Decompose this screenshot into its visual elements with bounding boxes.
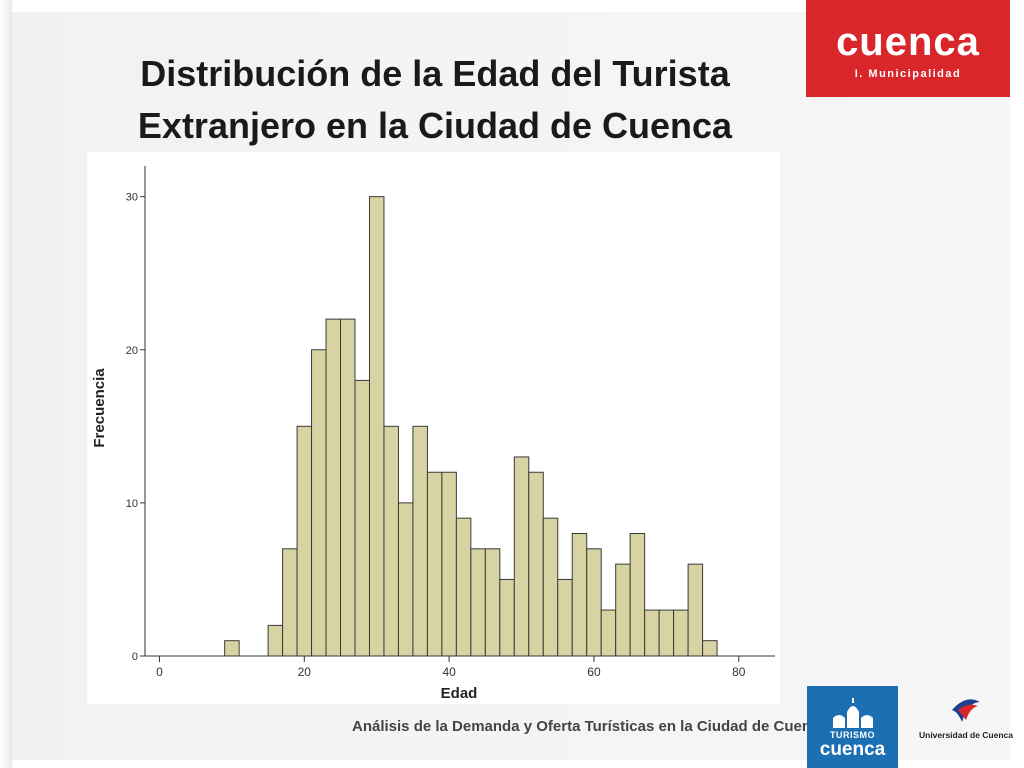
x-axis-label: Edad	[441, 685, 478, 702]
histogram-bar	[586, 548, 602, 657]
histogram-bar	[644, 609, 660, 657]
bars-group	[224, 196, 718, 657]
histogram-bar	[513, 456, 530, 657]
x-tick-label: 20	[298, 665, 312, 679]
y-tick-label: 10	[126, 498, 138, 510]
universidad-cuenca-logo: Universidad de Cuenca	[918, 690, 1014, 750]
histogram-chart: 0 10 20 30 0 20 40 60 80 Edad Frecuencia	[87, 152, 780, 704]
y-tick-label: 0	[132, 651, 138, 663]
histogram-bar	[702, 640, 718, 657]
x-tick-label: 40	[442, 665, 456, 679]
title-line-2: Extranjero en la Ciudad de Cuenca	[137, 105, 733, 146]
axes-group: 0 10 20 30 0 20 40 60 80	[126, 166, 775, 679]
histogram-bar	[571, 533, 588, 657]
histogram-bar	[397, 502, 414, 657]
histogram-bar	[557, 578, 573, 657]
university-name: Universidad de Cuenca	[918, 730, 1013, 740]
histogram-bar	[600, 609, 617, 657]
histogram-bar	[267, 624, 284, 657]
slide-left-edge	[0, 0, 12, 768]
histogram-bar	[441, 471, 457, 657]
histogram-bar	[470, 548, 486, 657]
histogram-bar	[224, 640, 240, 657]
x-tick-label: 80	[732, 665, 746, 679]
histogram-bar	[542, 517, 559, 657]
slide-title: Distribución de la Edad del Turista Extr…	[90, 48, 780, 152]
histogram-bar	[484, 548, 501, 657]
university-emblem-icon	[952, 699, 980, 722]
cuenca-sub-text: I. Municipalidad	[854, 68, 962, 80]
histogram-bar	[311, 349, 327, 657]
histogram-bar	[282, 548, 298, 657]
histogram-bar	[455, 517, 472, 657]
histogram-bar	[426, 471, 443, 657]
turismo-brand-text: cuenca	[819, 739, 886, 760]
histogram-bar	[354, 379, 370, 657]
turismo-cuenca-logo: TURISMO cuenca	[807, 686, 898, 768]
histogram-svg: 0 10 20 30 0 20 40 60 80 Edad Frecuencia	[91, 166, 775, 702]
histogram-bar	[499, 578, 515, 657]
histogram-bar	[658, 609, 675, 657]
histogram-bar	[673, 609, 689, 657]
histogram-bar	[687, 563, 704, 657]
histogram-bar	[528, 471, 544, 657]
histogram-bar	[340, 318, 356, 657]
histogram-bar	[615, 563, 631, 657]
title-line-1: Distribución de la Edad del Turista	[140, 53, 730, 94]
turismo-text: TURISMO	[830, 730, 875, 740]
histogram-bar	[412, 425, 428, 657]
y-tick-label: 20	[126, 345, 138, 357]
slide-footer: Análisis de la Demanda y Oferta Turístic…	[352, 718, 828, 735]
y-axis-label: Frecuencia	[91, 368, 108, 448]
x-tick-label: 0	[156, 665, 163, 679]
histogram-bar	[383, 425, 399, 657]
x-tick-label: 60	[587, 665, 601, 679]
cuenca-municipality-logo: cuenca I. Municipalidad	[806, 0, 1010, 97]
histogram-bar	[296, 425, 313, 657]
histogram-bar	[368, 196, 385, 657]
cathedral-dome-icon	[833, 698, 873, 728]
cuenca-brand-text: cuenca	[836, 20, 980, 64]
histogram-bar	[325, 318, 342, 657]
y-tick-label: 30	[126, 192, 138, 204]
histogram-bar	[629, 533, 646, 657]
